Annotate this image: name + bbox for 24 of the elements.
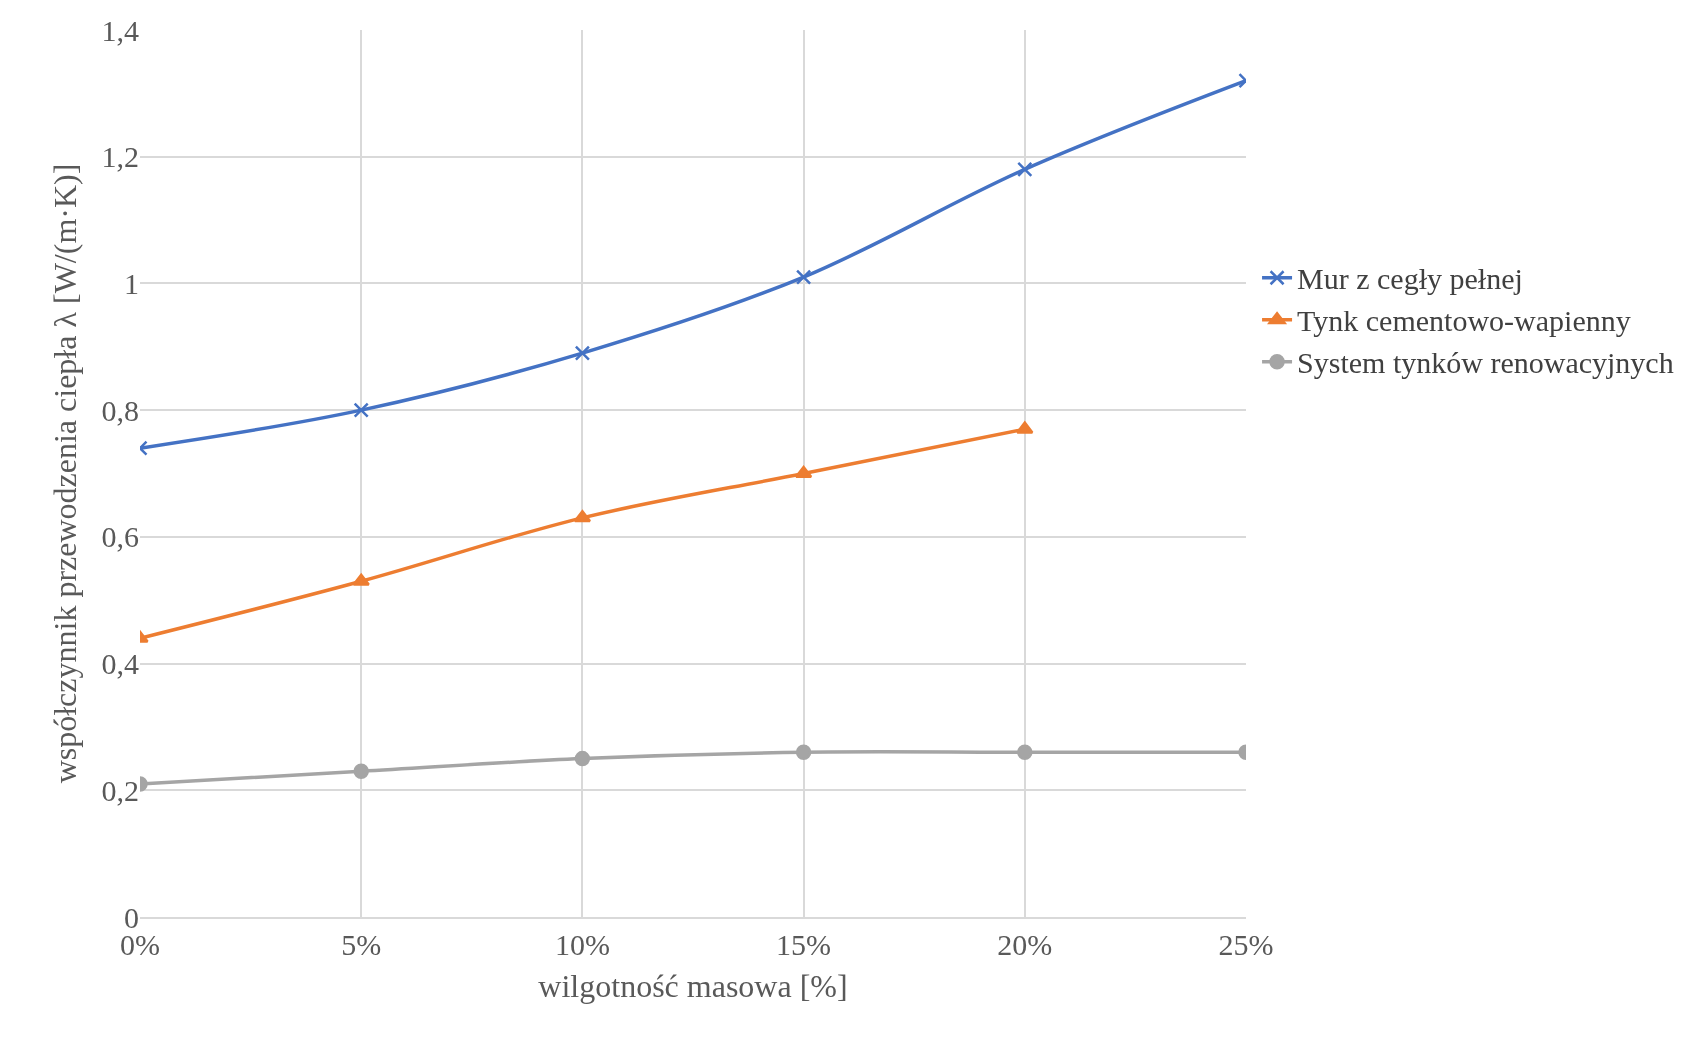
y-tick-label: 0,4 [101, 647, 139, 681]
point [1017, 161, 1033, 178]
y-tick-label: 1 [124, 266, 139, 300]
x-tick-label: 25% [1218, 928, 1274, 961]
legend-label: Tynk cementowo-wapienny [1297, 304, 1631, 338]
legend-label: Mur z cegły pełnej [1297, 262, 1523, 296]
point [795, 744, 812, 761]
y-tick-label: 0,8 [101, 393, 139, 427]
y-tick-label: 0,2 [101, 773, 139, 807]
point [795, 269, 812, 285]
point [1016, 421, 1034, 434]
x-tick-label: 5% [341, 928, 382, 961]
point [574, 750, 591, 767]
y-axis-title: współczynnik przewodzenia ciepła λ [W/(m·K)] [46, 163, 83, 784]
x-axis-title: wilgotność masowa [%] [538, 968, 848, 1005]
legend-label: System tynków renowacyjnych [1297, 346, 1674, 380]
x-tick-label: 20% [997, 928, 1053, 961]
y-tick-label: 1,4 [101, 13, 139, 47]
y-tick-label: 0,6 [101, 520, 139, 554]
y-tick-label: 1,2 [101, 140, 139, 174]
x-tick-label: 10% [554, 928, 610, 961]
x-tick-label: 15% [776, 928, 832, 961]
point [1017, 744, 1033, 761]
point [574, 345, 591, 361]
